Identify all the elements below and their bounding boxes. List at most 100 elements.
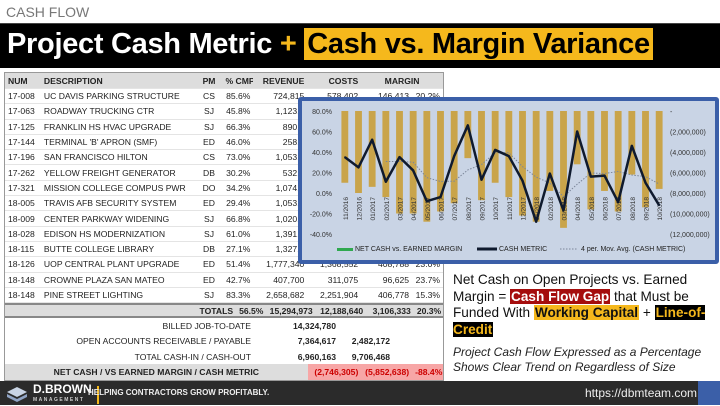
cell-margin: 406,778 [378,290,410,300]
cash-metric-point [385,180,387,183]
cash-metric-point [603,174,606,177]
cell-revenue: 1,020,8 [275,213,305,224]
left-axis-tick: 0.0% [316,191,332,198]
bar-net-cash [396,111,403,214]
totals-margin-pct: 20.3% [416,305,442,316]
bar-net-cash [341,111,349,183]
cell-pct-complete: 61.0% [226,228,251,239]
cell-pct-complete: 27.1% [226,244,251,255]
total-cash-label: TOTAL CASH-IN / CASH-OUT [134,351,251,362]
cash-metric-value: -88.4% [412,364,443,381]
bar-net-cash [642,111,649,208]
cell-num: 18-126 [8,259,35,270]
billed-row: BILLED JOB-TO-DATE 14,324,780 [5,318,443,333]
cell-description: CENTER PARKWAY WIDENING [43,213,170,224]
bar-net-cash [532,111,540,222]
cell-num: 18-148 [8,274,35,285]
cell-costs: 2,251,904 [319,290,359,300]
bar-net-cash [423,111,431,222]
cash-metric-point [480,178,483,181]
cell-margin-pct: 20.2% [412,91,443,101]
cell-pm: ED [203,137,215,148]
working-capital-highlight: Working Capital [533,305,640,320]
x-axis-tick: 02/2017 [384,197,391,221]
callout-part: + [639,305,655,320]
cell-pm: CS [203,152,215,163]
cash-in: 6,960,163 [297,351,336,362]
bar-net-cash [614,111,622,212]
x-axis-tick: 10/2018 [657,197,664,221]
title-plus: + [279,28,297,60]
x-axis-tick: 08/2018 [630,197,637,221]
x-axis-tick: 04/2017 [411,197,418,221]
brand-sub: MANAGEMENT [33,397,85,403]
cell-pct-complete: 46.0% [226,137,251,148]
cash-metric-chart: 80.0% 60.0% 40.0% 20.0% 0.0% -20.0% -40.0% - (2,… [298,97,719,264]
totals-margin: 3,106,333 [372,305,411,316]
table-header: NUM DESCRIPTION PM % CMP REVENUE COSTS M… [5,73,443,89]
cell-costs: 578,402 [307,91,361,101]
cell-revenue: 1,777,340 [266,259,305,270]
cash-metric-point [357,166,360,169]
cell-description: UOP CENTRAL PLANT UPGRADE [43,259,180,270]
col-revenue: REVENUE [262,75,305,86]
open-ar: 7,364,617 [297,336,336,347]
table-row: 18-028 EDISON HS MODERNIZATION SJ 61.0% 1,39… [5,227,443,242]
cell-revenue: 532,6 [282,167,305,178]
bar-net-cash [464,111,472,159]
cell-num: 18-028 [8,228,35,239]
cell-description: BUTTE COLLEGE LIBRARY [43,244,155,255]
bar-net-cash [546,111,554,191]
bar-net-cash [368,111,376,187]
cell-revenue: 407,700 [273,274,305,285]
bar-net-cash [382,111,390,198]
cell-pct-complete: 51.4% [226,259,251,270]
cash-metric-point [398,156,401,158]
table-row: 18-115 BUTTE COLLEGE LIBRARY DB 27.1% 1,327,… [5,242,443,258]
cell-pct-complete: 30.2% [226,167,251,178]
cell-description: YELLOW FREIGHT GENERATOR [43,167,176,178]
footer-accent [698,381,720,405]
cash-metric-point [590,175,592,178]
x-axis-tick: 11/2017 [507,197,514,220]
table-row: 17-321 MISSION COLLEGE COMPUS PWR DO 34.2% 1… [5,181,443,197]
cell-revenue: 1,123,0 [275,106,305,117]
page-title: Project Cash Metric + Cash vs. Margin Va… [7,28,653,61]
x-axis-tick: 12/2016 [357,197,364,221]
bar-net-cash [587,111,595,210]
subtext: Project Cash Flow Expressed as a Percent… [453,345,702,374]
right-axis-tick: - [670,109,673,116]
title-part-a: Project Cash Metric [7,28,273,60]
cell-description: EDISON HS MODERNIZATION [43,228,166,239]
cell-margin: 146,413 [361,91,412,101]
cell-pm: SJ [204,213,215,224]
cell-description: UC DAVIS PARKING STRUCTURE [43,91,180,102]
cell-pct-complete: 73.0% [226,152,251,163]
cell-revenue: 1,391,6 [275,228,305,239]
cell-pct-complete: 85.6% [226,91,251,102]
x-axis-tick: 02/2018 [548,197,555,221]
cell-revenue: 1,053,2 [275,198,305,209]
table-row: 17-196 SAN FRANCISCO HILTON CS 73.0% 1,053,6 [5,150,443,166]
cell-num: 18-115 [8,244,35,255]
left-axis-tick: 40.0% [312,150,332,157]
cell-pm: DO [202,182,216,193]
table-row: 18-005 TRAVIS AFB SECURITY SYSTEM ED 29.4% 1… [5,196,443,212]
x-axis-tick: 05/2017 [425,197,432,221]
totals-label: TOTALS [199,305,234,316]
left-axis-tick: 60.0% [312,130,332,137]
right-axis-tick: (10,000,000) [670,212,710,219]
cash-metric-point [494,149,496,151]
project-table: NUM DESCRIPTION PM % CMP REVENUE COSTS M… [4,72,444,382]
table-row: 18-148 PINE STREET LIGHTING SJ 83.3% 2,658,6… [5,288,443,304]
cell-costs: 1,368,552 [319,259,359,270]
website-link[interactable]: https://dbmteam.com [585,386,698,400]
cell-pm: CS [203,91,215,102]
logo-mark-icon [7,387,27,402]
cell-margin-pct: 15.3% [415,290,441,300]
bar-net-cash [505,111,513,198]
left-axis-tick: -40.0% [310,232,332,239]
cell-description: SAN FRANCISCO HILTON [43,152,148,163]
cell-pct-complete: 66.3% [226,121,251,132]
cash-metric-point [644,181,647,184]
